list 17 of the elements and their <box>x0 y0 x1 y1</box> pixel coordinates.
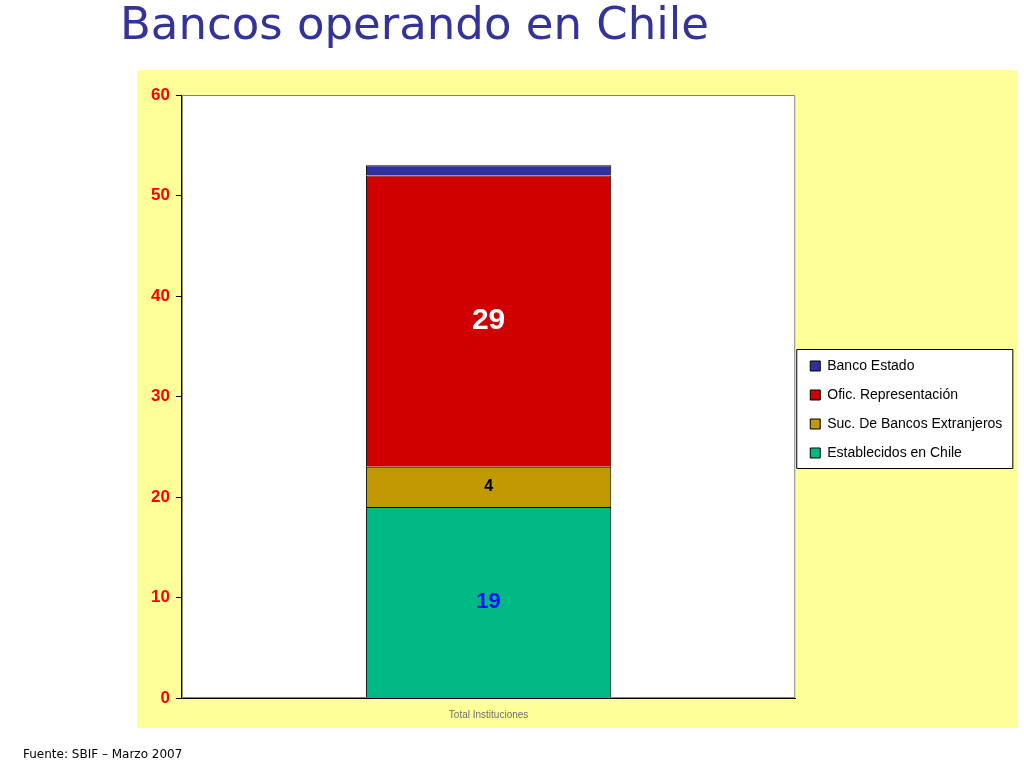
legend-label: Establecidos en Chile <box>827 443 963 460</box>
y-tick-label: 50 <box>150 185 170 205</box>
legend-label: Banco Estado <box>827 356 915 373</box>
chart-title: Bancos operando en Chile <box>120 0 709 51</box>
y-tick-label: 10 <box>150 587 170 607</box>
legend-label: Suc. De Bancos Extranjeros <box>827 414 1003 431</box>
y-tick-label: 60 <box>150 84 170 104</box>
y-tick-label: 30 <box>150 386 170 406</box>
data-label: 19 <box>476 588 501 614</box>
data-label: 29 <box>471 302 506 336</box>
y-tick-label: 0 <box>160 687 170 707</box>
source-note: Fuente: SBIF – Marzo 2007 <box>23 747 183 761</box>
y-tick-label: 20 <box>150 486 170 506</box>
y-tick-label: 40 <box>150 285 170 305</box>
legend-label: Ofic. Representación <box>827 385 958 402</box>
data-label: 4 <box>484 477 494 495</box>
x-tick-label: Total Instituciones <box>448 708 529 720</box>
